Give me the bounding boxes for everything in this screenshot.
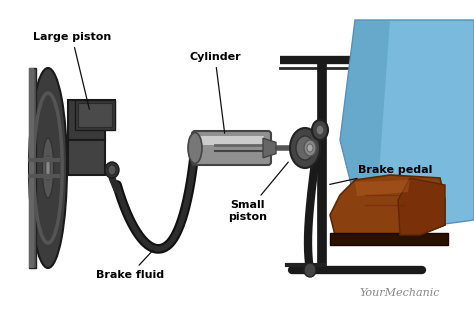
Polygon shape xyxy=(398,178,445,235)
FancyBboxPatch shape xyxy=(199,136,264,145)
Text: Brake fluid: Brake fluid xyxy=(96,250,164,280)
Text: Small
piston: Small piston xyxy=(228,162,288,222)
FancyBboxPatch shape xyxy=(192,131,271,165)
Polygon shape xyxy=(75,100,115,130)
Ellipse shape xyxy=(46,156,50,180)
Text: YourMechanic: YourMechanic xyxy=(360,288,440,298)
Ellipse shape xyxy=(188,133,202,163)
Polygon shape xyxy=(263,138,276,158)
Ellipse shape xyxy=(307,144,313,152)
Polygon shape xyxy=(68,140,105,175)
Ellipse shape xyxy=(290,128,320,168)
Ellipse shape xyxy=(296,136,314,160)
Ellipse shape xyxy=(105,162,119,178)
Ellipse shape xyxy=(304,140,316,156)
Text: Large piston: Large piston xyxy=(33,32,111,109)
Ellipse shape xyxy=(42,138,54,198)
Ellipse shape xyxy=(108,165,116,175)
Polygon shape xyxy=(68,100,115,140)
Text: Brake pedal: Brake pedal xyxy=(330,165,432,185)
Polygon shape xyxy=(340,20,390,230)
Polygon shape xyxy=(355,180,410,196)
Text: Cylinder: Cylinder xyxy=(189,52,241,133)
Ellipse shape xyxy=(304,263,316,277)
Polygon shape xyxy=(340,20,474,230)
Polygon shape xyxy=(330,233,448,245)
Ellipse shape xyxy=(29,68,67,268)
Ellipse shape xyxy=(312,120,328,140)
Polygon shape xyxy=(29,68,36,268)
Polygon shape xyxy=(78,103,112,127)
Ellipse shape xyxy=(316,125,324,135)
Polygon shape xyxy=(330,175,445,240)
Polygon shape xyxy=(29,68,34,268)
